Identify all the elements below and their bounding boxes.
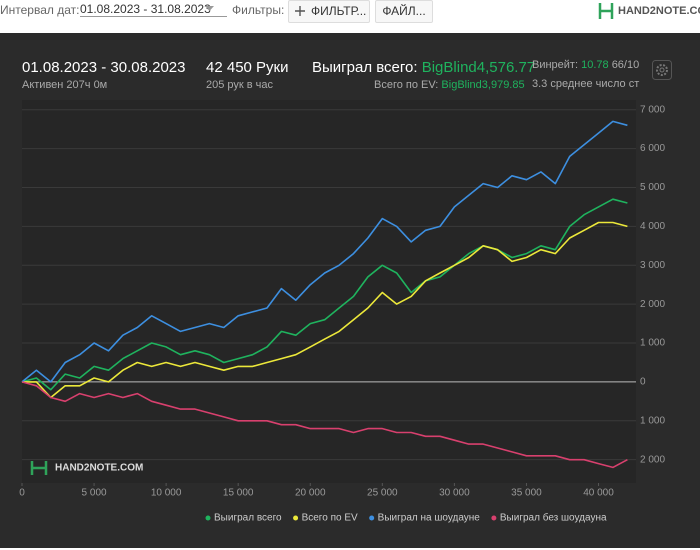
ev-label: Всего по EV: bbox=[374, 79, 439, 91]
winrate-extra: 66/10 bbox=[611, 59, 640, 71]
x-tick-label: 5 000 bbox=[82, 488, 107, 499]
winrate-value: 10.78 bbox=[581, 59, 609, 71]
series-line bbox=[21, 381, 628, 469]
series-line bbox=[21, 198, 628, 391]
legend-label: Всего по EV bbox=[302, 513, 358, 524]
plus-icon bbox=[295, 6, 305, 16]
y-tick-label: 4 000 bbox=[640, 221, 665, 232]
x-tick-label: 15 000 bbox=[223, 488, 254, 499]
active-time: Активен 207ч 0м bbox=[22, 79, 108, 91]
legend-label: Выиграл на шоудауне bbox=[378, 513, 481, 524]
series-line bbox=[22, 221, 628, 399]
legend-marker bbox=[369, 515, 375, 521]
file-button-text: ФАЙЛ... bbox=[382, 4, 426, 18]
y-tick-label: 6 000 bbox=[640, 143, 665, 154]
y-tick-label: 1 000 bbox=[640, 338, 665, 349]
x-tick-label: 30 000 bbox=[439, 488, 470, 499]
x-tick-label: 35 000 bbox=[511, 488, 542, 499]
series-line bbox=[21, 120, 628, 383]
avg-players: 3.3 среднее число ст bbox=[532, 78, 640, 90]
legend-label: Выиграл всего bbox=[214, 513, 282, 524]
y-tick-label: 2 000 bbox=[640, 454, 665, 465]
winrate: Винрейт: 10.78 66/10 bbox=[532, 59, 639, 71]
legend-marker bbox=[205, 515, 211, 521]
x-tick-label: 10 000 bbox=[151, 488, 182, 499]
filters-label: Фильтры: bbox=[232, 3, 285, 17]
y-tick-label: 5 000 bbox=[640, 182, 665, 193]
won-value: BigBlind4,576.77 bbox=[421, 59, 536, 76]
file-button[interactable]: ФАЙЛ... bbox=[375, 0, 433, 23]
date-range[interactable]: 01.08.2023 - 31.08.2023 bbox=[80, 2, 227, 17]
x-tick-label: 0 bbox=[19, 488, 25, 499]
filter-button-text: ФИЛЬТР... bbox=[311, 4, 367, 18]
x-tick-label: 25 000 bbox=[367, 488, 398, 499]
won-total: Выиграл всего: BigBlind4,576.77 bbox=[312, 59, 535, 76]
y-tick-label: 7 000 bbox=[640, 104, 665, 115]
hands-per-hour: 205 рук в час bbox=[206, 79, 274, 91]
watermark: HAND2NOTE.COM bbox=[55, 463, 143, 474]
winrate-label: Винрейт: bbox=[532, 59, 579, 71]
logo-icon bbox=[598, 3, 614, 19]
ev-value: BigBlind3,979.85 bbox=[441, 79, 525, 91]
logo-text: HAND2NOTE.COM bbox=[618, 5, 700, 17]
legend-label: Выиграл без шоудауна bbox=[500, 512, 607, 524]
plot-area bbox=[22, 100, 636, 483]
watermark-icon bbox=[30, 461, 48, 475]
dropdown-arrow bbox=[205, 6, 214, 11]
settings-button[interactable] bbox=[652, 60, 672, 80]
x-tick-label: 40 000 bbox=[583, 488, 614, 499]
x-tick-label: 20 000 bbox=[295, 488, 326, 499]
won-label: Выиграл всего: bbox=[312, 59, 418, 76]
y-tick-label: 1 000 bbox=[640, 415, 665, 426]
date-label: Интервал дат: bbox=[0, 3, 80, 17]
ev-total: Всего по EV: BigBlind3,979.85 bbox=[374, 79, 525, 91]
legend-marker bbox=[293, 515, 299, 521]
legend-marker bbox=[491, 515, 497, 521]
y-tick-label: 3 000 bbox=[640, 260, 665, 271]
y-tick-label: 0 bbox=[640, 377, 646, 388]
y-tick-label: 2 000 bbox=[640, 299, 665, 310]
filter-button[interactable]: ФИЛЬТР... bbox=[288, 0, 370, 23]
hands: 42 450 Руки bbox=[206, 59, 289, 76]
period: 01.08.2023 - 30.08.2023 bbox=[22, 59, 186, 76]
